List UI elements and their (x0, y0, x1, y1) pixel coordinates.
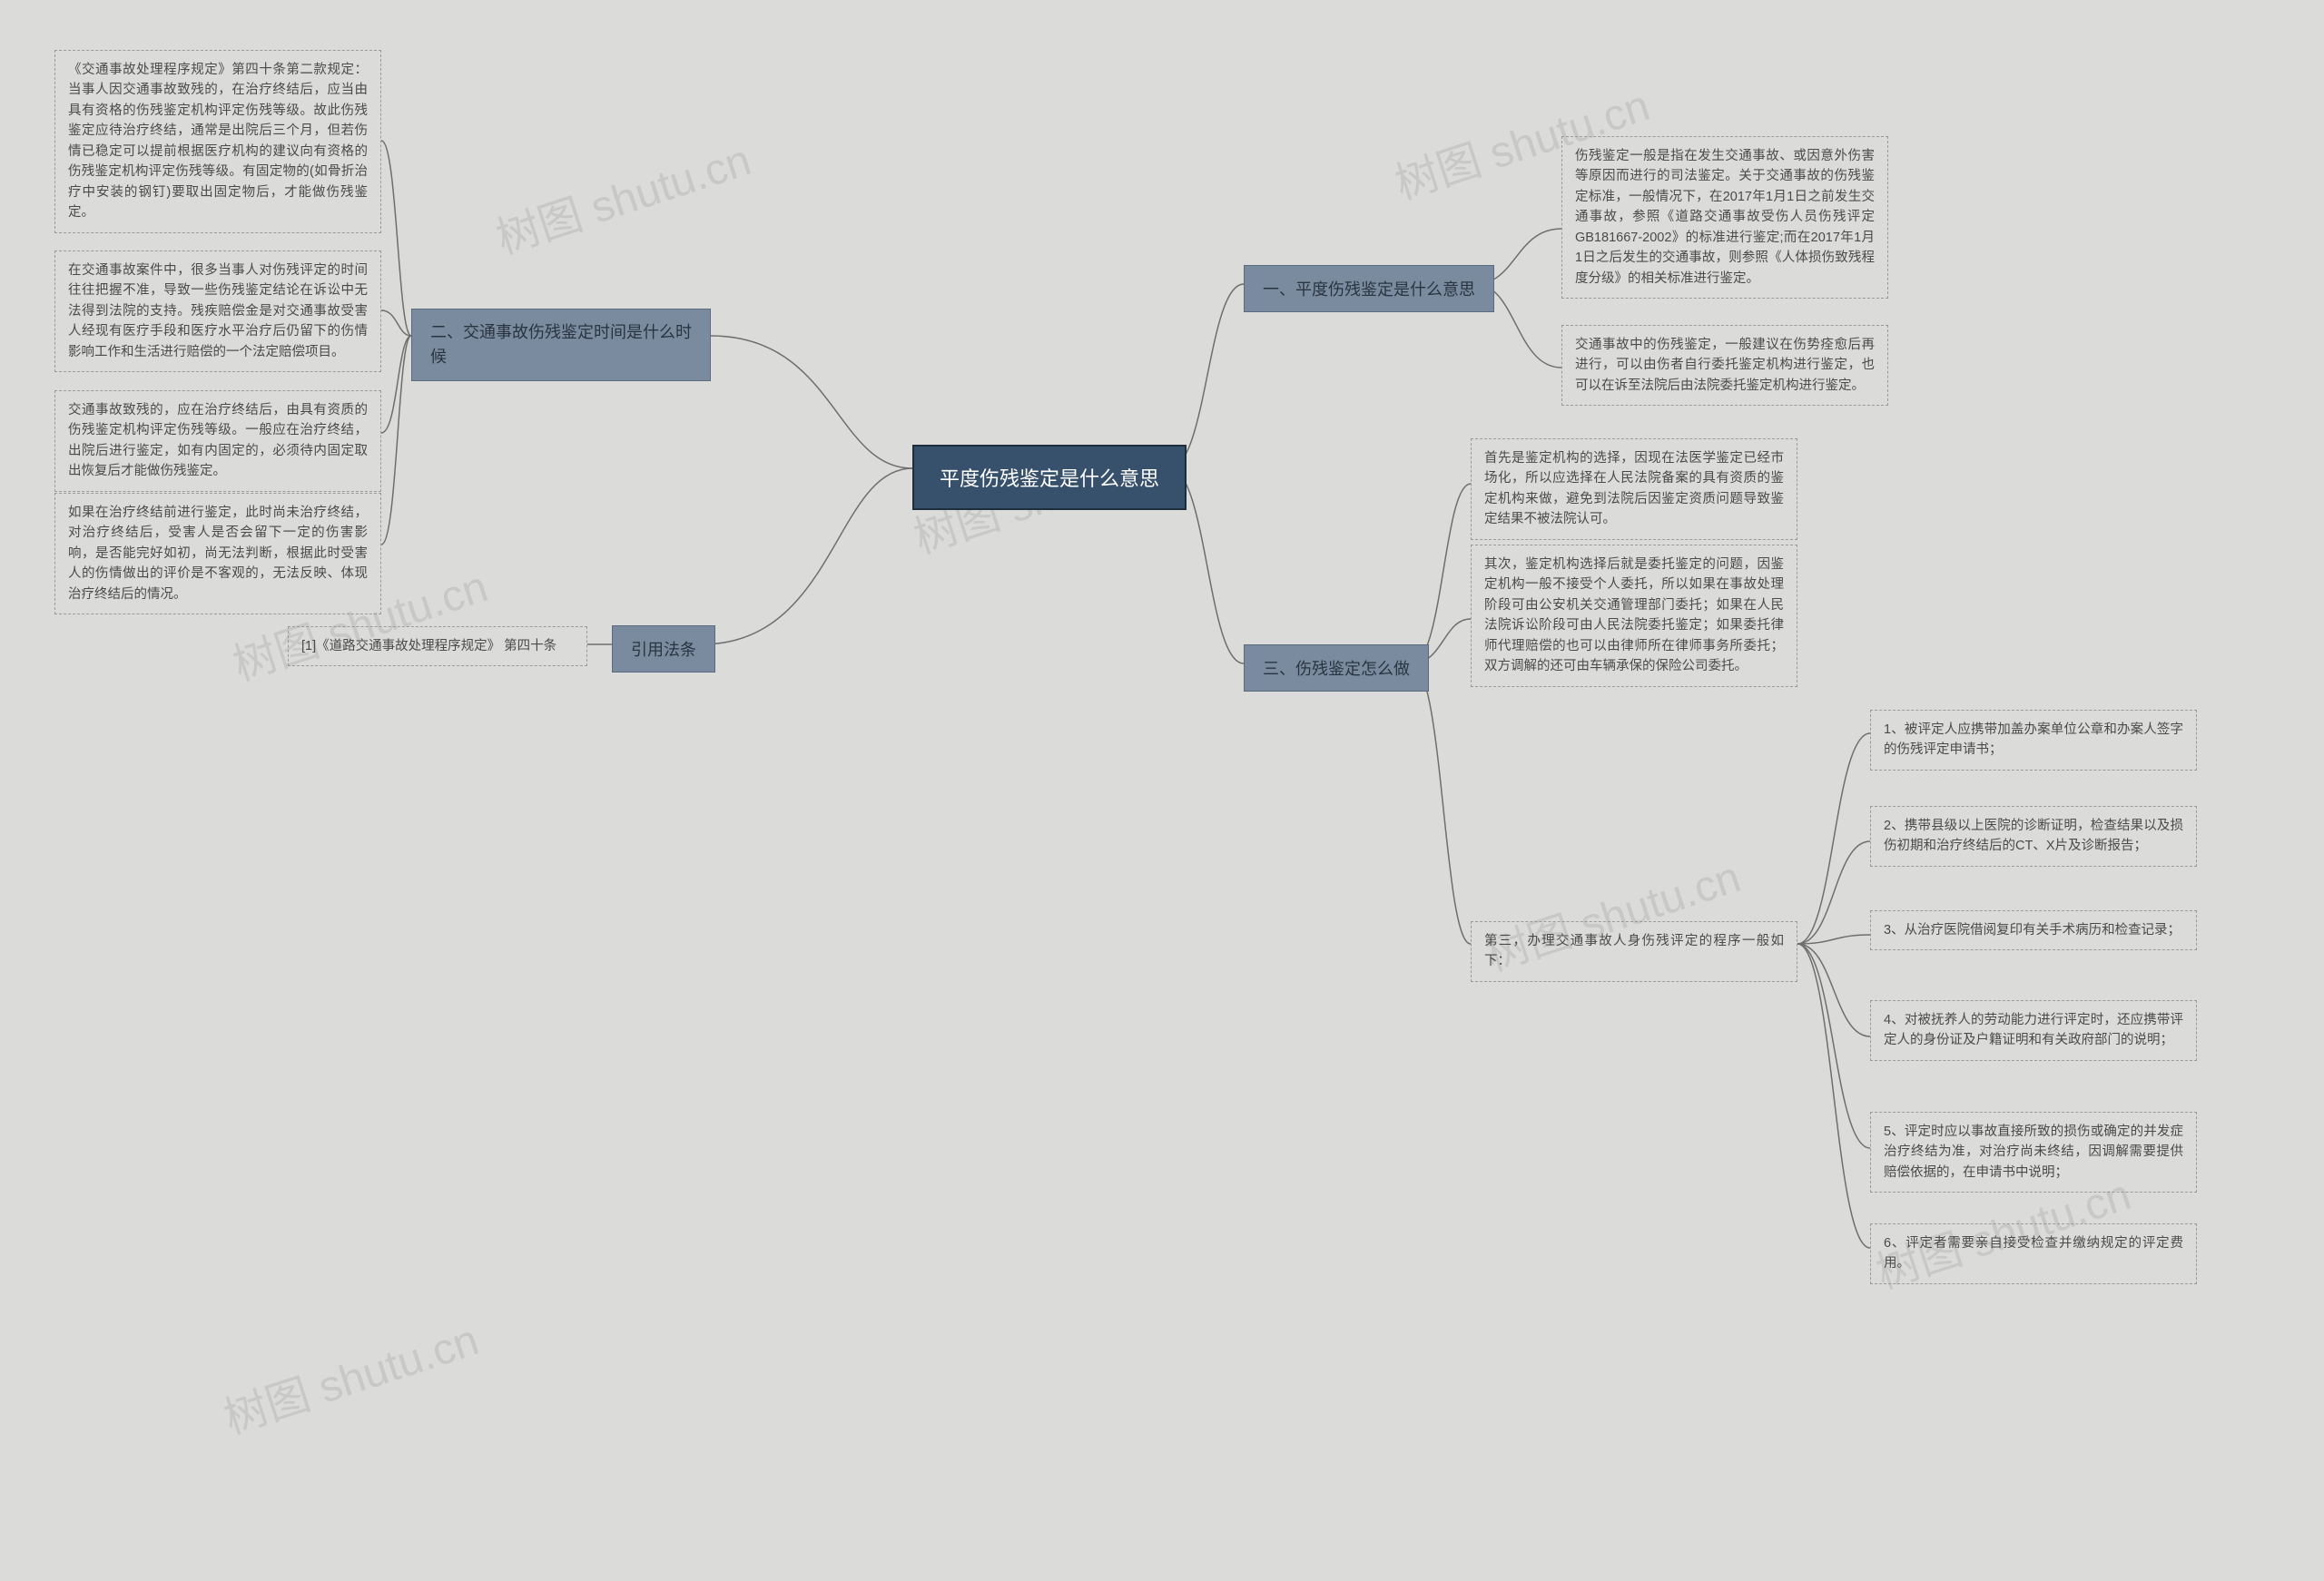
leaf-2c: 交通事故致残的，应在治疗终结后，由具有资质的伤残鉴定机构评定伤残等级。一般应在治… (54, 390, 381, 492)
root-node[interactable]: 平度伤残鉴定是什么意思 (912, 445, 1187, 510)
leaf-3b: 其次，鉴定机构选择后就是委托鉴定的问题，因鉴定机构一般不接受个人委托，所以如果在… (1471, 545, 1797, 687)
leaf-2b: 在交通事故案件中，很多当事人对伤残评定的时间往往把握不准，导致一些伤残鉴定结论在… (54, 250, 381, 372)
branch-law[interactable]: 引用法条 (612, 625, 715, 673)
leaf-3c2: 2、携带县级以上医院的诊断证明，检查结果以及损伤初期和治疗终结后的CT、X片及诊… (1870, 806, 2197, 867)
leaf-1a: 伤残鉴定一般是指在发生交通事故、或因意外伤害等原因而进行的司法鉴定。关于交通事故… (1561, 136, 1888, 299)
branch-section-1[interactable]: 一、平度伤残鉴定是什么意思 (1244, 265, 1494, 312)
leaf-2d: 如果在治疗终结前进行鉴定，此时尚未治疗终结，对治疗终结后，受害人是否会留下一定的… (54, 493, 381, 614)
leaf-3c: 第三，办理交通事故人身伤残评定的程序一般如下： (1471, 921, 1797, 982)
branch-section-3[interactable]: 三、伤残鉴定怎么做 (1244, 644, 1429, 692)
leaf-law: [1]《道路交通事故处理程序规定》 第四十条 (288, 626, 587, 666)
connectors (0, 0, 2324, 1581)
leaf-2a: 《交通事故处理程序规定》第四十条第二款规定：当事人因交通事故致残的，在治疗终结后… (54, 50, 381, 233)
leaf-3a: 首先是鉴定机构的选择，因现在法医学鉴定已经市场化，所以应选择在人民法院备案的具有… (1471, 438, 1797, 540)
leaf-3c6: 6、评定者需要亲自接受检查并缴纳规定的评定费用。 (1870, 1223, 2197, 1284)
branch-section-2[interactable]: 二、交通事故伤残鉴定时间是什么时候 (411, 309, 711, 381)
leaf-3c4: 4、对被抚养人的劳动能力进行评定时，还应携带评定人的身份证及户籍证明和有关政府部… (1870, 1000, 2197, 1061)
watermark: 树图 shutu.cn (214, 1304, 485, 1446)
leaf-3c1: 1、被评定人应携带加盖办案单位公章和办案人签字的伤残评定申请书； (1870, 710, 2197, 771)
leaf-1b: 交通事故中的伤残鉴定，一般建议在伤势痊愈后再进行，可以由伤者自行委托鉴定机构进行… (1561, 325, 1888, 406)
watermark: 树图 shutu.cn (487, 124, 757, 266)
leaf-3c5: 5、评定时应以事故直接所致的损伤或确定的并发症治疗终结为准，对治疗尚未终结，因调… (1870, 1112, 2197, 1193)
leaf-3c3: 3、从治疗医院借阅复印有关手术病历和检查记录； (1870, 910, 2197, 950)
